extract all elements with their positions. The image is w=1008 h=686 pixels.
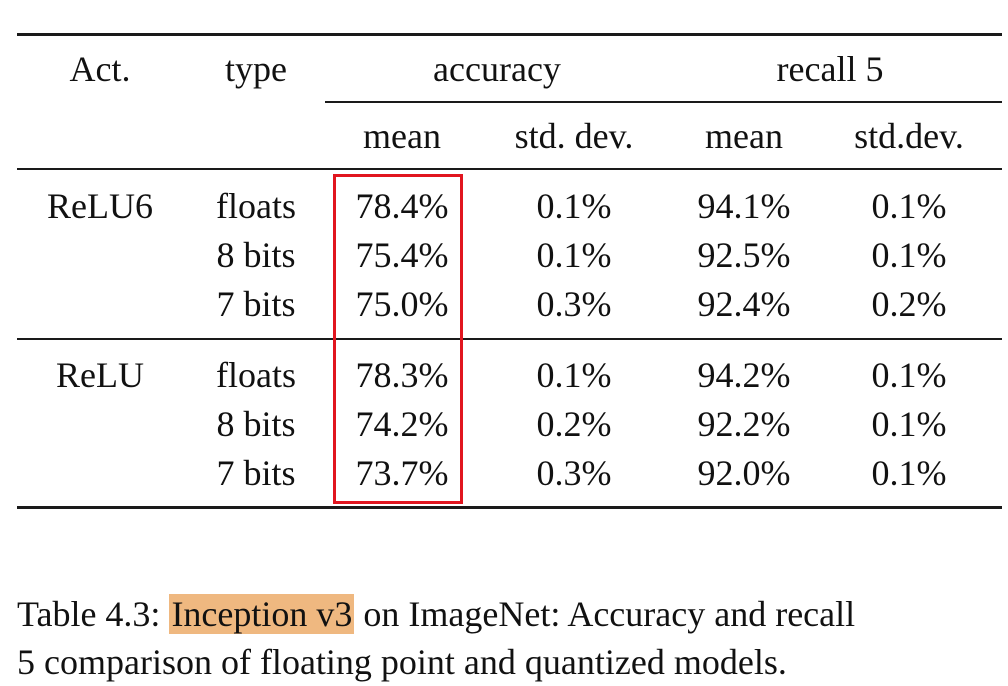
table-bottom-rule [17, 506, 1002, 509]
accuracy-std-cell: 0.3% [536, 453, 612, 493]
accuracy-mean-annotation-box [333, 174, 463, 504]
header-accuracy: accuracy [433, 49, 561, 89]
caption-line-2: 5 comparison of floating point and quant… [17, 642, 787, 682]
row-type: floats [216, 186, 296, 226]
accuracy-std-cell: 0.3% [536, 284, 612, 324]
caption-line1-rest: on ImageNet: Accuracy and recall [354, 594, 856, 634]
accuracy-mean-cell: 75.0% [355, 284, 449, 324]
accuracy-std-cell: 0.1% [536, 355, 612, 395]
header-bottom-rule [17, 168, 1002, 170]
row-type: 8 bits [216, 235, 296, 275]
caption-line-1: Table 4.3: Inception v3 on ImageNet: Acc… [17, 590, 1002, 638]
recall-std-cell: 0.1% [871, 453, 947, 493]
recall-std-cell: 0.1% [871, 235, 947, 275]
caption-highlighted-model: Inception v3 [169, 594, 355, 634]
subheader-recall-mean: mean [705, 116, 783, 156]
recall-mean-cell: 92.0% [697, 453, 791, 493]
header-type: type [225, 49, 287, 89]
group-act-relu: ReLU [56, 355, 144, 395]
accuracy-std-cell: 0.2% [536, 404, 612, 444]
accuracy-std-cell: 0.1% [536, 186, 612, 226]
row-type: 7 bits [216, 453, 296, 493]
recall-mean-cell: 94.2% [697, 355, 791, 395]
accuracy-mean-cell: 73.7% [355, 453, 449, 493]
recall-mean-cell: 94.1% [697, 186, 791, 226]
caption-prefix: Table 4.3: [17, 594, 170, 634]
header-recall: recall 5 [776, 49, 884, 89]
subheader-accuracy-mean: mean [363, 116, 441, 156]
subheader-recall-std: std.dev. [854, 116, 964, 156]
recall-std-cell: 0.2% [871, 284, 947, 324]
accuracy-mean-cell: 75.4% [355, 235, 449, 275]
accuracy-recall-cmidrule [325, 101, 1002, 103]
accuracy-mean-cell: 78.3% [355, 355, 449, 395]
recall-mean-cell: 92.5% [697, 235, 791, 275]
table-top-rule [17, 33, 1002, 36]
recall-std-cell: 0.1% [871, 186, 947, 226]
row-type: 7 bits [216, 284, 296, 324]
accuracy-std-cell: 0.1% [536, 235, 612, 275]
recall-std-cell: 0.1% [871, 404, 947, 444]
recall-mean-cell: 92.4% [697, 284, 791, 324]
group-act-relu6: ReLU6 [47, 186, 153, 226]
row-type: 8 bits [216, 404, 296, 444]
accuracy-mean-cell: 74.2% [355, 404, 449, 444]
table-caption: Table 4.3: Inception v3 on ImageNet: Acc… [17, 590, 1002, 686]
recall-mean-cell: 92.2% [697, 404, 791, 444]
recall-std-cell: 0.1% [871, 355, 947, 395]
header-act: Act. [69, 49, 131, 89]
subheader-accuracy-std: std. dev. [514, 116, 634, 156]
row-type: floats [216, 355, 296, 395]
group-separator-rule [17, 338, 1002, 340]
accuracy-mean-cell: 78.4% [355, 186, 449, 226]
